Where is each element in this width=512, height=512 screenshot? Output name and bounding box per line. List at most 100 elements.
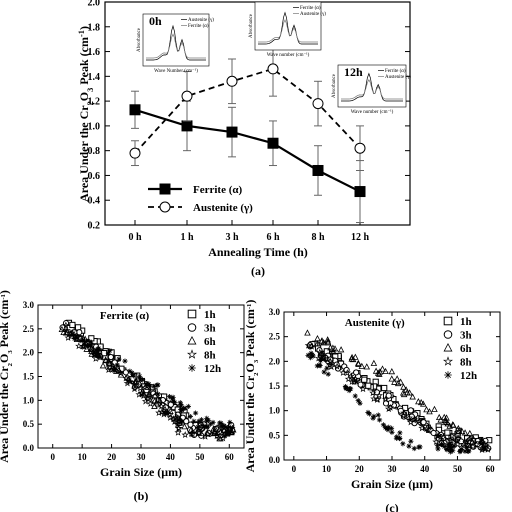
y-tick-label: 3.0	[269, 307, 281, 317]
x-tick-label: 30	[137, 452, 147, 462]
scatter-point	[143, 381, 149, 387]
scatter-point	[380, 422, 387, 428]
inset-legend-label: Austenite (γ)	[188, 18, 214, 23]
scatter-point	[347, 372, 355, 380]
scatter-point	[70, 332, 77, 338]
scatter-point	[74, 324, 82, 331]
scatter-point	[204, 415, 210, 421]
x-tick-label: 0	[292, 464, 297, 474]
legend-label: 12h	[460, 370, 477, 382]
scatter-point	[331, 345, 339, 352]
scatter-point	[405, 413, 413, 421]
scatter-point	[95, 346, 101, 352]
scatter-point	[435, 431, 443, 439]
panel-label: (b)	[134, 489, 149, 503]
legend-a: Ferrite (α) Austenite (γ)	[148, 183, 253, 214]
scatter-point	[110, 364, 118, 373]
scatter-point	[156, 397, 164, 404]
x-tick-label-a: 8 h	[311, 232, 325, 243]
scatter-point	[177, 400, 183, 406]
scatter-point	[409, 393, 416, 400]
scatter-point	[469, 442, 477, 450]
scatter-point	[324, 365, 330, 371]
scatter-point	[124, 376, 133, 384]
scatter-point	[304, 329, 311, 336]
x-tick-label: 10	[322, 464, 332, 474]
scatter-point	[478, 445, 486, 454]
scatter-point	[381, 384, 388, 392]
scatter-point	[204, 430, 212, 438]
scatter-point	[384, 426, 390, 432]
inset-curve-1	[341, 72, 403, 102]
data-point	[267, 137, 279, 149]
scatter-point	[463, 444, 470, 450]
scatter-point	[394, 379, 402, 387]
scatter-point	[444, 446, 450, 452]
scatter-point	[466, 448, 472, 454]
scatter-point	[135, 390, 143, 398]
scatter-point	[355, 398, 361, 404]
scatter-point	[448, 431, 456, 440]
y-tick-label: 2.0	[269, 356, 281, 366]
scatter-point	[127, 368, 133, 374]
scatter-point	[468, 438, 476, 445]
y-tick-label: 2.5	[23, 324, 35, 334]
data-point	[226, 75, 238, 87]
legend-marker	[443, 342, 453, 352]
scatter-point	[400, 409, 408, 417]
scatter-point	[371, 413, 377, 419]
scatter-point	[357, 400, 363, 406]
scatter-point	[96, 345, 102, 352]
legend-marker	[187, 323, 197, 332]
scatter-point	[229, 424, 236, 431]
x-tick-label: 30	[388, 464, 398, 474]
scatter-point	[423, 406, 430, 413]
scatter-point	[370, 415, 376, 421]
legend-marker-ferrite	[159, 183, 171, 195]
legend-marker	[187, 309, 197, 319]
panel-b: 0.0 0.5 1.0 1.5 2.0 2.5 3.0 0 10 20 30 40 50 60 1h 3h6h…	[0, 290, 245, 503]
inset-spectrum: 12h Wave number (cm⁻¹) Absorbance Ferrite (…	[332, 64, 411, 115]
inset-legend-label: Austenite (γ)	[300, 12, 326, 17]
scatter-point	[320, 339, 327, 346]
data-point	[181, 90, 193, 102]
scatter-point	[372, 367, 380, 374]
scatter-point	[478, 438, 486, 446]
inset-curve-2	[146, 33, 206, 59]
scatter-point	[71, 336, 78, 342]
scatter-point	[62, 329, 70, 336]
x-tick-label: 20	[355, 464, 365, 474]
y-tick-label-a: 1.8	[88, 22, 101, 33]
scatter-point	[146, 399, 155, 407]
scatter-point	[211, 427, 219, 434]
scatter-point	[403, 388, 411, 396]
legend-label: 3h	[460, 330, 472, 342]
scatter-point	[337, 346, 345, 353]
y-tick-label: 1.0	[269, 406, 281, 416]
inset-y-label: Absorbance	[137, 27, 142, 52]
scatter-point	[166, 394, 173, 400]
scatter-point	[214, 434, 223, 442]
inset-curve-2	[258, 19, 318, 43]
legend-label: 6h	[460, 343, 472, 355]
scatter-point	[123, 379, 132, 387]
scatter-point	[74, 334, 80, 340]
scatter-point	[157, 402, 166, 410]
scatter-point	[472, 440, 481, 448]
scatter-point	[379, 365, 386, 372]
scatter-point	[146, 390, 153, 397]
panel-title: Ferrite (α)	[100, 310, 150, 322]
series-line-ferrite	[134, 108, 361, 193]
scatter-point	[407, 418, 415, 426]
scatter-point	[99, 362, 107, 369]
scatter-point	[329, 344, 337, 351]
y-tick-label: 0.0	[269, 455, 281, 465]
scatter-point	[385, 392, 392, 399]
scatter-point	[210, 429, 219, 437]
y-tick-label: 1.5	[269, 381, 281, 391]
legend-label: 12h	[204, 363, 221, 375]
scatter-point	[122, 369, 129, 376]
y-tick-label-a: 2.0	[88, 0, 101, 9]
scatter-point	[458, 446, 464, 452]
inset-time-label: 12h	[344, 65, 363, 79]
